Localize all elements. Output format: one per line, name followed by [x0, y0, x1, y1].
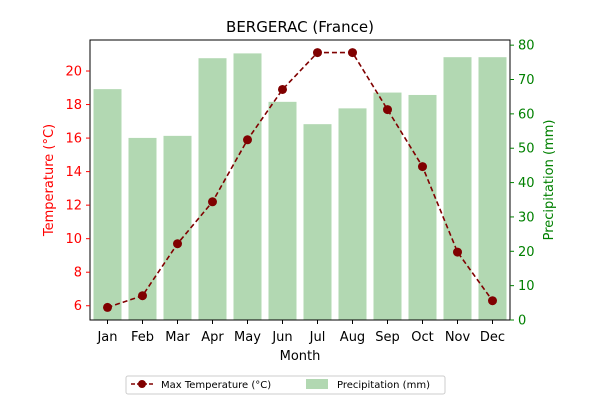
- x-tick-label: Jun: [271, 330, 292, 345]
- x-tick-label: Jul: [309, 330, 326, 345]
- x-tick-label: Mar: [165, 330, 190, 345]
- x-tick-label: Feb: [131, 330, 154, 345]
- chart-legend: Max Temperature (°C) Precipitation (mm): [125, 375, 446, 395]
- x-tick-label: Sep: [375, 330, 400, 345]
- precipitation-bar: [408, 94, 437, 320]
- temperature-point: [173, 239, 182, 249]
- y-left-tick-label: 6: [74, 299, 82, 314]
- temperature-point: [348, 48, 357, 58]
- x-tick-label: Apr: [201, 330, 224, 345]
- precipitation-bar: [478, 57, 507, 320]
- x-tick-label: Oct: [411, 330, 433, 345]
- y-right-tick-label: 0: [518, 314, 526, 329]
- chart-title: BERGERAC (France): [226, 18, 374, 36]
- temperature-point: [453, 247, 462, 257]
- y-right-tick-label: 80: [518, 39, 535, 54]
- precipitation-bar: [128, 137, 157, 320]
- temperature-point: [313, 48, 322, 58]
- precipitation-bar: [233, 53, 262, 320]
- month-axis: Jan Feb Mar Apr May Jun Jul Aug Sep Oct Nov Dec: [96, 320, 505, 345]
- y-left-tick-label: 8: [74, 266, 82, 281]
- temperature-point: [138, 291, 147, 301]
- y-left-tick-label: 20: [65, 65, 82, 80]
- legend-precipitation-swatch: [306, 379, 328, 389]
- y-left-tick-label: 16: [65, 132, 82, 147]
- temperature-line: [103, 48, 497, 312]
- precipitation-bars: [93, 53, 507, 321]
- legend-box: [125, 375, 446, 395]
- y-left-tick-label: 14: [65, 165, 82, 180]
- temperature-series-line: [107, 51, 494, 309]
- y-right-tick-label: 10: [518, 279, 535, 294]
- precipitation-bar: [93, 89, 122, 320]
- x-tick-label: Nov: [445, 330, 471, 345]
- y-axis-left-title: Temperature (°C): [42, 124, 57, 237]
- precipitation-bar: [303, 124, 332, 320]
- x-tick-label: May: [234, 330, 261, 345]
- y-right-tick-label: 40: [518, 176, 535, 191]
- y-right-tick-label: 30: [518, 210, 535, 225]
- y-left-tick-label: 10: [65, 232, 82, 247]
- precipitation-bar: [163, 135, 192, 320]
- x-tick-label: Aug: [340, 330, 365, 345]
- temperature-point: [383, 105, 392, 115]
- precipitation-bar: [268, 101, 297, 321]
- y-left-tick-label: 12: [65, 199, 82, 214]
- y-right-tick-label: 70: [518, 73, 535, 88]
- precipitation-bar: [443, 57, 472, 320]
- precipitation-bar: [198, 58, 227, 320]
- legend-temperature-marker: [138, 380, 146, 388]
- y-right-tick-label: 60: [518, 107, 535, 122]
- temperature-axis: 6 8 10 12 14 16 18 20: [65, 65, 90, 314]
- y-axis-right-title: Precipitation (mm): [542, 120, 557, 241]
- y-left-tick-label: 18: [65, 98, 82, 113]
- x-tick-label: Jan: [96, 330, 117, 345]
- y-right-tick-label: 50: [518, 142, 535, 157]
- temperature-point: [418, 162, 427, 172]
- temperature-point: [488, 296, 497, 306]
- x-axis-title: Month: [280, 349, 321, 364]
- temperature-point: [243, 135, 252, 145]
- temperature-point: [103, 302, 112, 312]
- x-tick-label: Dec: [480, 330, 505, 345]
- y-right-tick-label: 20: [518, 245, 535, 260]
- precipitation-bar: [373, 92, 402, 320]
- precipitation-bar: [338, 108, 367, 320]
- legend-temperature-label: Max Temperature (°C): [161, 380, 271, 391]
- precipitation-axis: 0 10 20 30 40 50 60 70 80: [510, 39, 535, 329]
- temperature-point: [278, 84, 287, 94]
- plot-frame: [89, 39, 511, 321]
- legend-precipitation-label: Precipitation (mm): [337, 380, 430, 391]
- temperature-point: [208, 197, 217, 207]
